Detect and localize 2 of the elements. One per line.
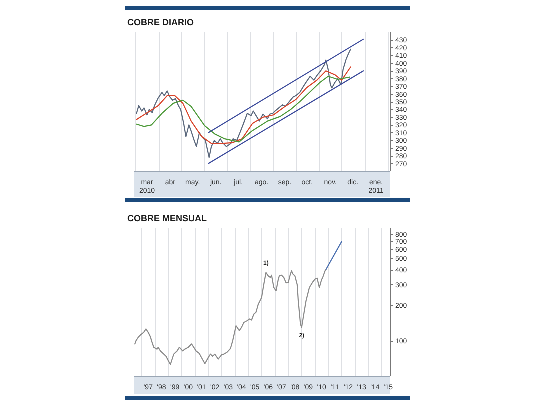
chart-title: COBRE MENSUAL xyxy=(128,214,208,224)
chart-title: COBRE DIARIO xyxy=(128,18,194,28)
